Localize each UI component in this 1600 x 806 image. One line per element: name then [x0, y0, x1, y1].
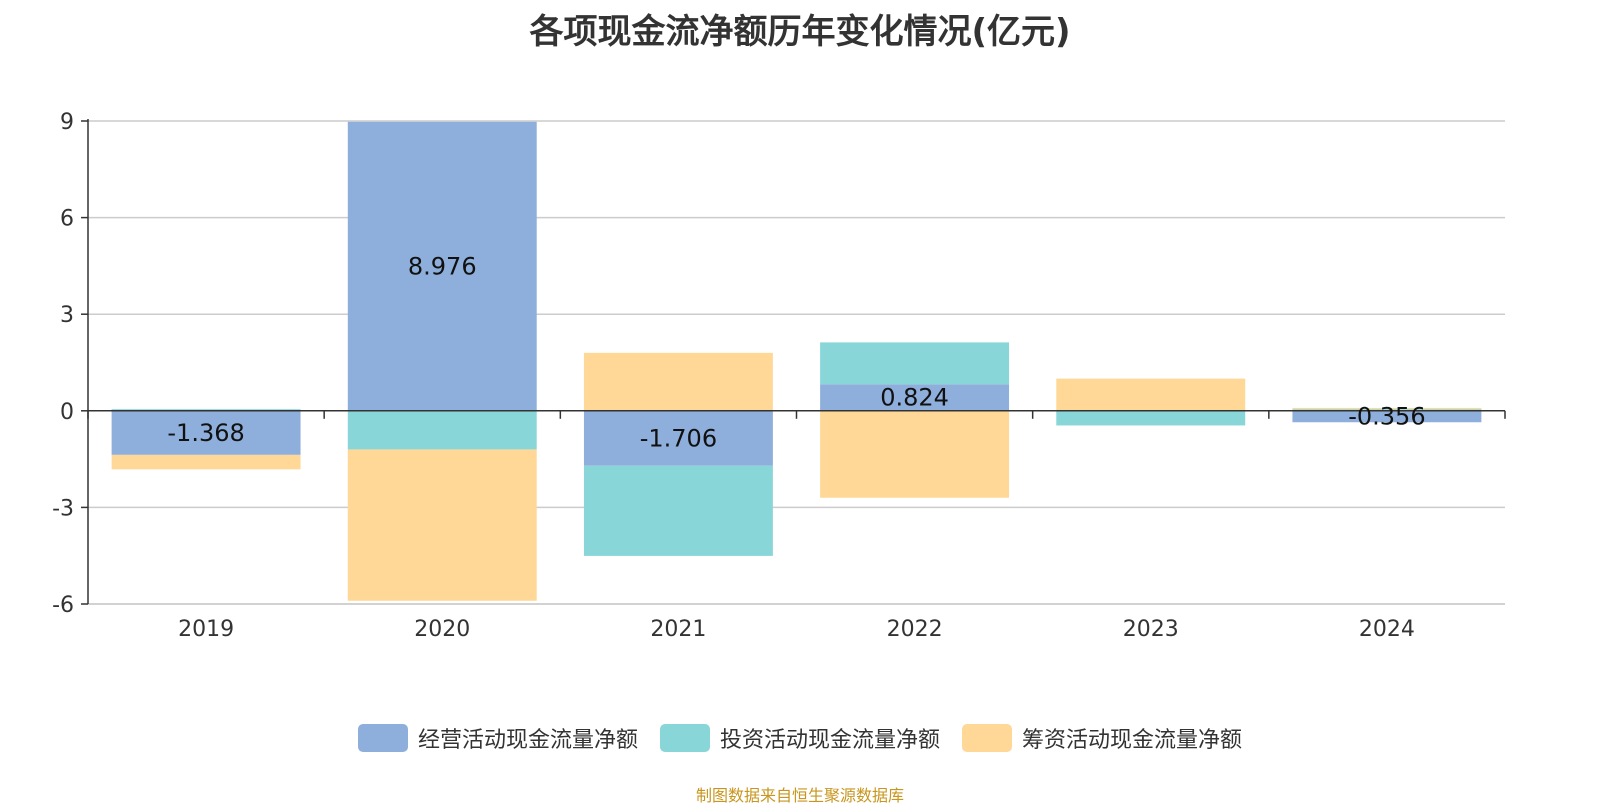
legend-swatch-financing	[962, 724, 1012, 752]
legend-item-operating[interactable]: 经营活动现金流量净额	[358, 722, 638, 754]
bar-投资活动现金流量净额-2020	[348, 411, 537, 450]
bar-投资活动现金流量净额-2023	[1056, 411, 1245, 425]
legend-item-investing[interactable]: 投资活动现金流量净额	[660, 722, 940, 754]
x-tick-label: 2019	[178, 617, 234, 642]
legend-swatch-investing	[660, 724, 710, 752]
bar-筹资活动现金流量净额-2022	[820, 411, 1009, 498]
legend-label-investing: 投资活动现金流量净额	[720, 722, 940, 754]
bar-筹资活动现金流量净额-2020	[348, 449, 537, 600]
legend-swatch-operating	[358, 724, 408, 752]
legend-label-operating: 经营活动现金流量净额	[418, 722, 638, 754]
y-tick-label: -3	[52, 496, 74, 521]
bar-筹资活动现金流量净额-2023	[1056, 379, 1245, 411]
bar-投资活动现金流量净额-2022	[820, 342, 1009, 384]
data-label: -0.356	[1348, 403, 1425, 431]
axis-layer: 9 6 3 0 -3 -6 2019 2020 2021 2022 2023 2024	[52, 110, 1505, 642]
data-label: 8.976	[408, 252, 477, 280]
y-tick-label: 9	[60, 110, 74, 135]
y-tick-label: 3	[60, 303, 74, 328]
x-tick-label: 2023	[1123, 617, 1179, 642]
data-label: -1.706	[640, 424, 717, 452]
x-tick-label: 2022	[887, 617, 943, 642]
grid-layer	[88, 121, 1505, 604]
y-tick-label: 0	[60, 400, 74, 425]
legend: 经营活动现金流量净额 投资活动现金流量净额 筹资活动现金流量净额	[0, 722, 1600, 754]
bar-layer	[112, 122, 1482, 601]
legend-label-financing: 筹资活动现金流量净额	[1022, 722, 1242, 754]
x-tick-label: 2020	[414, 617, 470, 642]
data-label: 0.824	[880, 384, 949, 412]
bar-筹资活动现金流量净额-2019	[112, 455, 301, 469]
bar-筹资活动现金流量净额-2021	[584, 353, 773, 411]
legend-item-financing[interactable]: 筹资活动现金流量净额	[962, 722, 1242, 754]
data-label: -1.368	[167, 419, 244, 447]
y-tick-label: 6	[60, 207, 74, 232]
x-tick-label: 2024	[1359, 617, 1415, 642]
y-tick-label: -6	[52, 593, 74, 618]
bar-投资活动现金流量净额-2021	[584, 466, 773, 556]
source-note: 制图数据来自恒生聚源数据库	[0, 782, 1600, 806]
x-tick-label: 2021	[650, 617, 706, 642]
